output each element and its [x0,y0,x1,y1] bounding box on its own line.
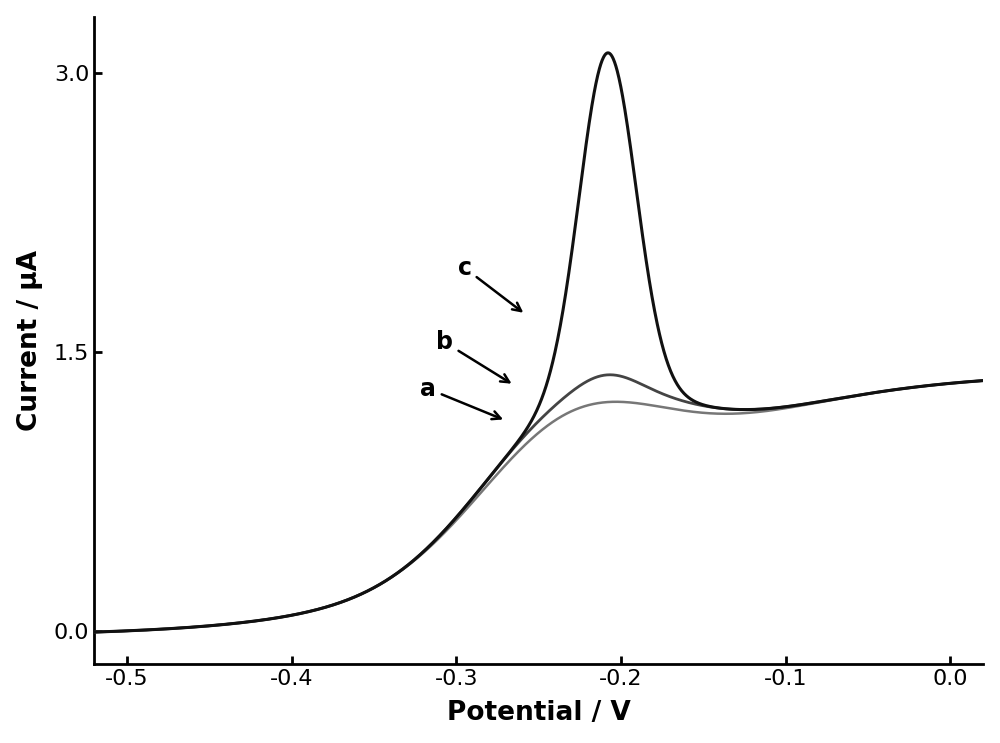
Text: b: b [436,331,509,382]
X-axis label: Potential / V: Potential / V [447,701,631,727]
Text: c: c [458,256,521,311]
Y-axis label: Current / μA: Current / μA [17,250,43,431]
Text: a: a [420,377,501,419]
